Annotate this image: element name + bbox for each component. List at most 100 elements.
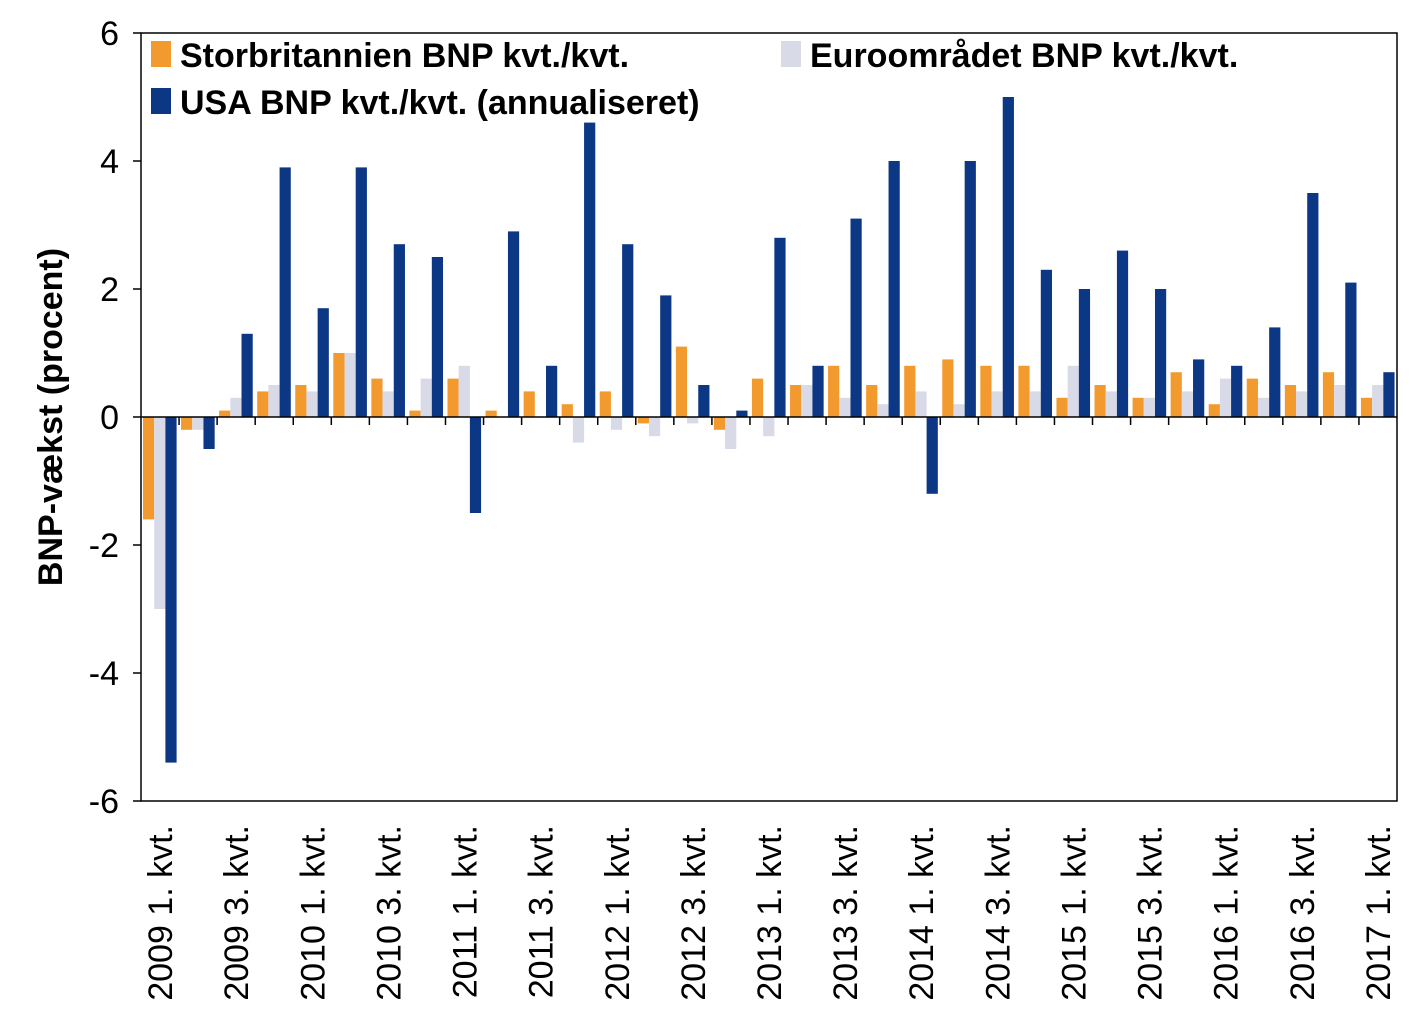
x-tick-label: 2011 1. kvt. bbox=[447, 825, 485, 998]
x-tick-label: 2010 3. kvt. bbox=[370, 825, 408, 1001]
bar-euroområdet-16 bbox=[763, 417, 775, 437]
bar-storbritannien-21 bbox=[942, 359, 954, 417]
bar-storbritannien-1 bbox=[181, 417, 193, 430]
legend: Storbritannien BNP kvt./kvt. Euroområdet… bbox=[151, 37, 1238, 122]
bar-storbritannien-6 bbox=[371, 378, 383, 417]
bar-usa-29 bbox=[1269, 327, 1281, 417]
bar-euroområdet-18 bbox=[839, 397, 851, 417]
bar-usa-18 bbox=[850, 218, 862, 417]
y-tick-label: -2 bbox=[89, 527, 119, 565]
bar-storbritannien-20 bbox=[904, 365, 916, 417]
bar-storbritannien-29 bbox=[1246, 378, 1258, 417]
bar-usa-16 bbox=[774, 237, 786, 417]
bar-storbritannien-23 bbox=[1018, 365, 1030, 417]
bars-group bbox=[143, 97, 1395, 763]
legend-label-usa: USA BNP kvt./kvt. (annualiseret) bbox=[180, 84, 700, 122]
x-tick-label: 2013 1. kvt. bbox=[751, 825, 789, 1001]
y-tick-label: -4 bbox=[89, 655, 119, 693]
y-tick-label: -6 bbox=[89, 783, 119, 821]
bar-usa-10 bbox=[546, 365, 558, 417]
bar-storbritannien-30 bbox=[1284, 385, 1297, 417]
bar-euroområdet-1 bbox=[192, 417, 204, 430]
legend-label-storbritannien: Storbritannien BNP kvt./kvt. bbox=[180, 37, 629, 75]
bar-usa-14 bbox=[698, 385, 710, 417]
bar-usa-0 bbox=[165, 417, 177, 763]
bar-usa-20 bbox=[926, 417, 938, 494]
x-tick-label: 2012 1. kvt. bbox=[599, 825, 637, 1001]
x-tick-label: 2010 1. kvt. bbox=[294, 825, 332, 1001]
y-tick-label: 0 bbox=[100, 399, 119, 437]
bar-storbritannien-24 bbox=[1056, 397, 1068, 417]
x-tick-label: 2017 1. kvt. bbox=[1360, 825, 1398, 1001]
bar-usa-2 bbox=[241, 333, 253, 417]
bar-storbritannien-9 bbox=[485, 410, 497, 417]
bar-euroområdet-30 bbox=[1296, 391, 1308, 417]
bar-euroområdet-8 bbox=[458, 365, 470, 417]
x-tick-label: 2015 3. kvt. bbox=[1132, 825, 1170, 1001]
bar-storbritannien-18 bbox=[828, 365, 840, 417]
bar-storbritannien-17 bbox=[790, 385, 802, 417]
bar-storbritannien-32 bbox=[1360, 397, 1373, 417]
bar-euroområdet-26 bbox=[1143, 397, 1155, 417]
legend-swatch-euroomraadet bbox=[781, 41, 801, 67]
bar-euroområdet-14 bbox=[687, 417, 699, 424]
x-axis-ticks: 2009 1. kvt. 2009 3. kvt. 2010 1. kvt. 2010… bbox=[142, 417, 1398, 1001]
bar-storbritannien-5 bbox=[333, 353, 345, 417]
bar-euroområdet-23 bbox=[1029, 391, 1041, 417]
x-tick-label: 2012 3. kvt. bbox=[675, 825, 713, 1001]
bar-usa-1 bbox=[203, 417, 215, 449]
bar-usa-5 bbox=[355, 167, 367, 417]
bar-euroområdet-27 bbox=[1181, 391, 1194, 417]
x-tick-label: 2016 3. kvt. bbox=[1284, 825, 1322, 1001]
bar-euroområdet-21 bbox=[953, 404, 965, 417]
bar-storbritannien-14 bbox=[675, 346, 688, 417]
bar-usa-26 bbox=[1154, 289, 1167, 417]
bar-storbritannien-11 bbox=[561, 404, 573, 417]
bar-euroområdet-6 bbox=[382, 391, 394, 417]
bar-usa-22 bbox=[1002, 97, 1014, 417]
bar-euroområdet-5 bbox=[344, 353, 356, 417]
bar-euroområdet-28 bbox=[1219, 378, 1232, 417]
y-tick-label: 2 bbox=[100, 271, 119, 309]
bar-euroområdet-20 bbox=[915, 391, 927, 417]
x-tick-label: 2014 1. kvt. bbox=[903, 825, 941, 1001]
bar-usa-17 bbox=[812, 365, 824, 417]
bar-storbritannien-16 bbox=[751, 378, 764, 417]
bar-usa-27 bbox=[1193, 359, 1205, 417]
bar-storbritannien-13 bbox=[637, 417, 649, 424]
bar-euroområdet-17 bbox=[801, 385, 813, 417]
bar-storbritannien-3 bbox=[257, 391, 269, 417]
bar-usa-24 bbox=[1078, 289, 1091, 417]
bar-usa-23 bbox=[1040, 269, 1052, 417]
bar-usa-4 bbox=[317, 308, 329, 417]
x-tick-label: 2009 1. kvt. bbox=[142, 825, 180, 1001]
y-axis-ticks: 6 4 2 0 -2 -4 -6 bbox=[89, 15, 141, 821]
bar-storbritannien-15 bbox=[713, 417, 726, 430]
bar-storbritannien-0 bbox=[143, 417, 155, 520]
bar-euroområdet-19 bbox=[877, 404, 889, 417]
legend-swatch-storbritannien bbox=[151, 41, 171, 67]
bar-usa-15 bbox=[736, 410, 748, 417]
x-tick-label: 2014 3. kvt. bbox=[979, 825, 1017, 1001]
bar-euroområdet-4 bbox=[306, 391, 318, 417]
bar-euroområdet-31 bbox=[1334, 385, 1346, 417]
bar-usa-6 bbox=[393, 244, 405, 417]
legend-label-euroomraadet: Euroområdet BNP kvt./kvt. bbox=[810, 37, 1238, 75]
bar-storbritannien-22 bbox=[980, 365, 992, 417]
legend-swatch-usa bbox=[151, 88, 171, 114]
bar-usa-19 bbox=[888, 161, 900, 417]
bar-euroområdet-12 bbox=[610, 417, 623, 430]
x-tick-label: 2015 1. kvt. bbox=[1055, 825, 1093, 1001]
bar-euroområdet-2 bbox=[230, 397, 242, 417]
y-tick-label: 4 bbox=[100, 143, 119, 181]
bar-euroområdet-3 bbox=[268, 385, 280, 417]
bar-usa-11 bbox=[584, 122, 596, 417]
bar-storbritannien-28 bbox=[1208, 404, 1220, 417]
bar-usa-8 bbox=[469, 417, 482, 513]
bar-usa-21 bbox=[964, 161, 976, 417]
bar-euroområdet-29 bbox=[1257, 397, 1270, 417]
bar-storbritannien-10 bbox=[523, 391, 535, 417]
bar-euroområdet-22 bbox=[991, 391, 1003, 417]
bar-usa-28 bbox=[1231, 365, 1243, 417]
